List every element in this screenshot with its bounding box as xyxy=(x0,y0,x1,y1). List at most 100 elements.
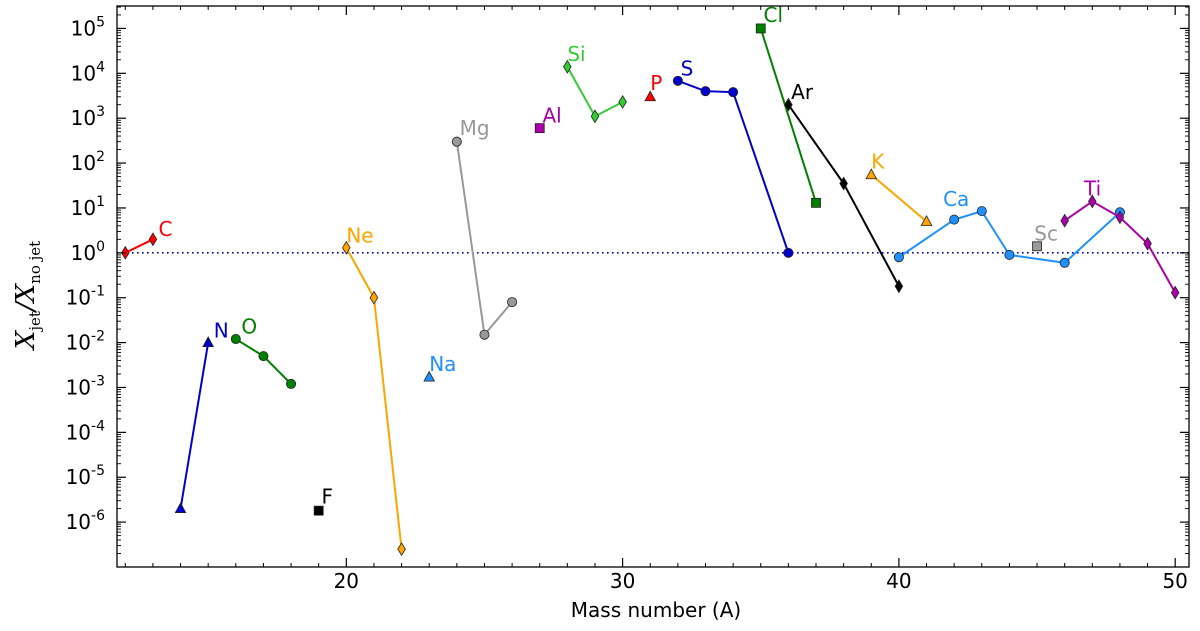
series-ne: Ne xyxy=(342,223,406,557)
data-point-mg xyxy=(479,329,490,340)
element-label-mg: Mg xyxy=(460,116,490,140)
axes: 20 30 40 5010-610-510-410-310-210-110010110… xyxy=(66,5,1190,593)
series-sc: Sc xyxy=(1032,221,1058,252)
y-tick-exponent: -1 xyxy=(91,284,105,300)
data-point-s xyxy=(728,87,739,98)
element-label-ne: Ne xyxy=(346,223,373,247)
data-point-ca xyxy=(976,206,987,217)
series-line-n xyxy=(179,342,210,509)
data-point-ar xyxy=(784,97,793,112)
data-point-p xyxy=(644,90,657,102)
data-point-ca xyxy=(1004,249,1015,260)
element-label-ca: Ca xyxy=(943,187,969,211)
element-label-s: S xyxy=(681,56,694,80)
y-tick-base: 10 xyxy=(66,510,91,534)
series-line-k xyxy=(870,173,928,223)
y-tick-label: 10-5 xyxy=(66,463,105,489)
y-tick-exponent: -3 xyxy=(91,373,105,389)
series-s: S xyxy=(672,56,794,258)
element-label-k: K xyxy=(871,150,885,174)
series-al: Al xyxy=(534,104,562,134)
series-line-cl xyxy=(759,28,817,204)
data-point-mg xyxy=(507,297,518,308)
data-point-s xyxy=(700,86,711,97)
data-point-ca xyxy=(893,252,904,263)
y-tick-exponent: -2 xyxy=(91,329,105,345)
y-tick-base: 10 xyxy=(71,16,96,40)
data-point-k xyxy=(920,215,933,226)
x-tick-label: 20 xyxy=(334,569,359,593)
element-label-c: C xyxy=(158,217,172,241)
y-tick-base: 10 xyxy=(71,61,96,85)
data-point-ne xyxy=(397,542,406,557)
data-point-f xyxy=(313,505,324,516)
data-point-o xyxy=(258,351,269,362)
data-point-n xyxy=(174,502,187,514)
x-tick-label: 30 xyxy=(610,569,635,593)
element-label-al: Al xyxy=(542,104,561,128)
plot-frame xyxy=(116,5,1190,568)
series-si: Si xyxy=(563,42,627,124)
y-tick-base: 10 xyxy=(66,331,91,355)
y-label-denominator-subscript: no jet xyxy=(26,241,44,284)
y-tick-label: 10-1 xyxy=(66,284,105,310)
data-point-ne xyxy=(342,240,351,255)
data-point-na xyxy=(423,370,436,382)
data-point-n xyxy=(202,336,215,348)
y-tick-base: 10 xyxy=(66,375,91,399)
data-point-si xyxy=(590,109,600,124)
data-point-si xyxy=(563,59,572,74)
y-tick-exponent: 1 xyxy=(96,194,105,210)
x-axis-label: Mass number (A) xyxy=(571,598,741,622)
series-n: N xyxy=(174,318,229,514)
element-label-si: Si xyxy=(567,42,585,66)
data-point-al xyxy=(534,123,545,134)
data-point-o xyxy=(286,378,297,389)
element-label-p: P xyxy=(650,71,662,95)
y-tick-base: 10 xyxy=(71,196,96,220)
series-o: O xyxy=(230,314,297,389)
series-line-si xyxy=(566,66,624,118)
y-tick-base: 10 xyxy=(66,465,91,489)
y-tick-label: 10-2 xyxy=(66,329,105,355)
y-tick-exponent: 0 xyxy=(96,239,105,255)
x-tick-label: 50 xyxy=(1162,569,1187,593)
y-tick-label: 10-3 xyxy=(66,373,105,399)
y-tick-exponent: 4 xyxy=(96,59,105,75)
element-label-ar: Ar xyxy=(791,80,814,104)
element-label-cl: Cl xyxy=(764,3,784,27)
series-line-s xyxy=(677,79,790,254)
data-point-ar xyxy=(839,176,848,191)
y-tick-label: 101 xyxy=(71,194,105,220)
data-point-o xyxy=(230,334,241,345)
element-label-o: O xyxy=(241,314,257,338)
data-point-ar xyxy=(894,279,904,294)
y-label-denominator: X xyxy=(11,282,41,304)
data-point-s xyxy=(783,247,794,258)
data-point-c xyxy=(148,232,158,247)
element-label-f: F xyxy=(321,484,333,508)
element-label-n: N xyxy=(214,318,229,342)
y-tick-label: 102 xyxy=(71,149,105,175)
series-f: F xyxy=(313,484,333,516)
y-tick-label: 104 xyxy=(71,59,105,85)
data-point-ti xyxy=(1115,210,1125,225)
y-tick-exponent: 3 xyxy=(96,104,105,120)
y-tick-exponent: 5 xyxy=(96,14,105,30)
y-tick-exponent: 2 xyxy=(96,149,105,165)
series-line-c xyxy=(124,238,154,254)
y-tick-label: 100 xyxy=(71,239,105,265)
y-label-slash: / xyxy=(11,300,41,314)
series-p: P xyxy=(644,71,662,102)
data-point-cl xyxy=(811,197,821,208)
series-cl: Cl xyxy=(755,3,821,208)
y-tick-base: 10 xyxy=(66,420,91,444)
y-tick-label: 105 xyxy=(71,14,105,40)
series-k: K xyxy=(865,150,933,226)
data-point-ti xyxy=(1143,236,1152,251)
element-label-na: Na xyxy=(429,352,456,376)
data-point-ca xyxy=(949,214,960,225)
data-point-ti xyxy=(1060,213,1069,228)
y-tick-base: 10 xyxy=(71,151,96,175)
